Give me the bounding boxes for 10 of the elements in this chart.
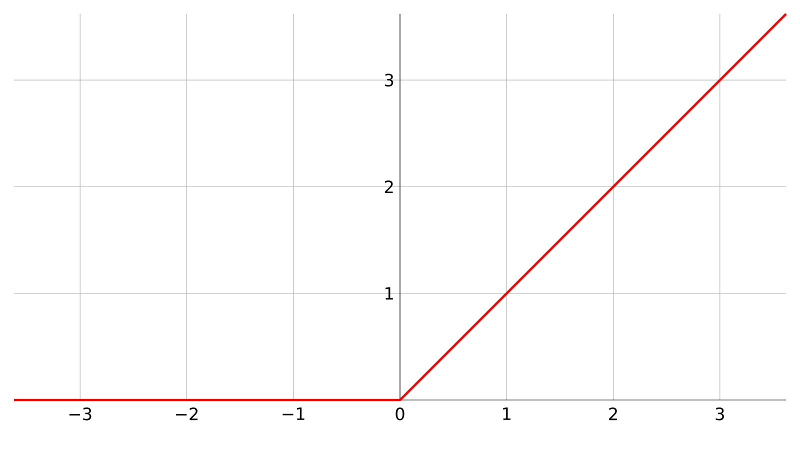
x-tick-label: 1 xyxy=(503,408,510,420)
x-tick-label: 2 xyxy=(609,408,617,420)
x-tick-label: −2 xyxy=(176,408,198,420)
y-tick-label: 2 xyxy=(384,180,393,194)
x-tick-label: 3 xyxy=(716,408,724,420)
x-tick-label: −3 xyxy=(69,408,92,420)
y-tick-label: 3 xyxy=(385,74,394,87)
x-tick-label: −1 xyxy=(282,408,304,420)
y-tick-label: 1 xyxy=(386,287,393,300)
x-tick-label: 0 xyxy=(396,408,404,420)
